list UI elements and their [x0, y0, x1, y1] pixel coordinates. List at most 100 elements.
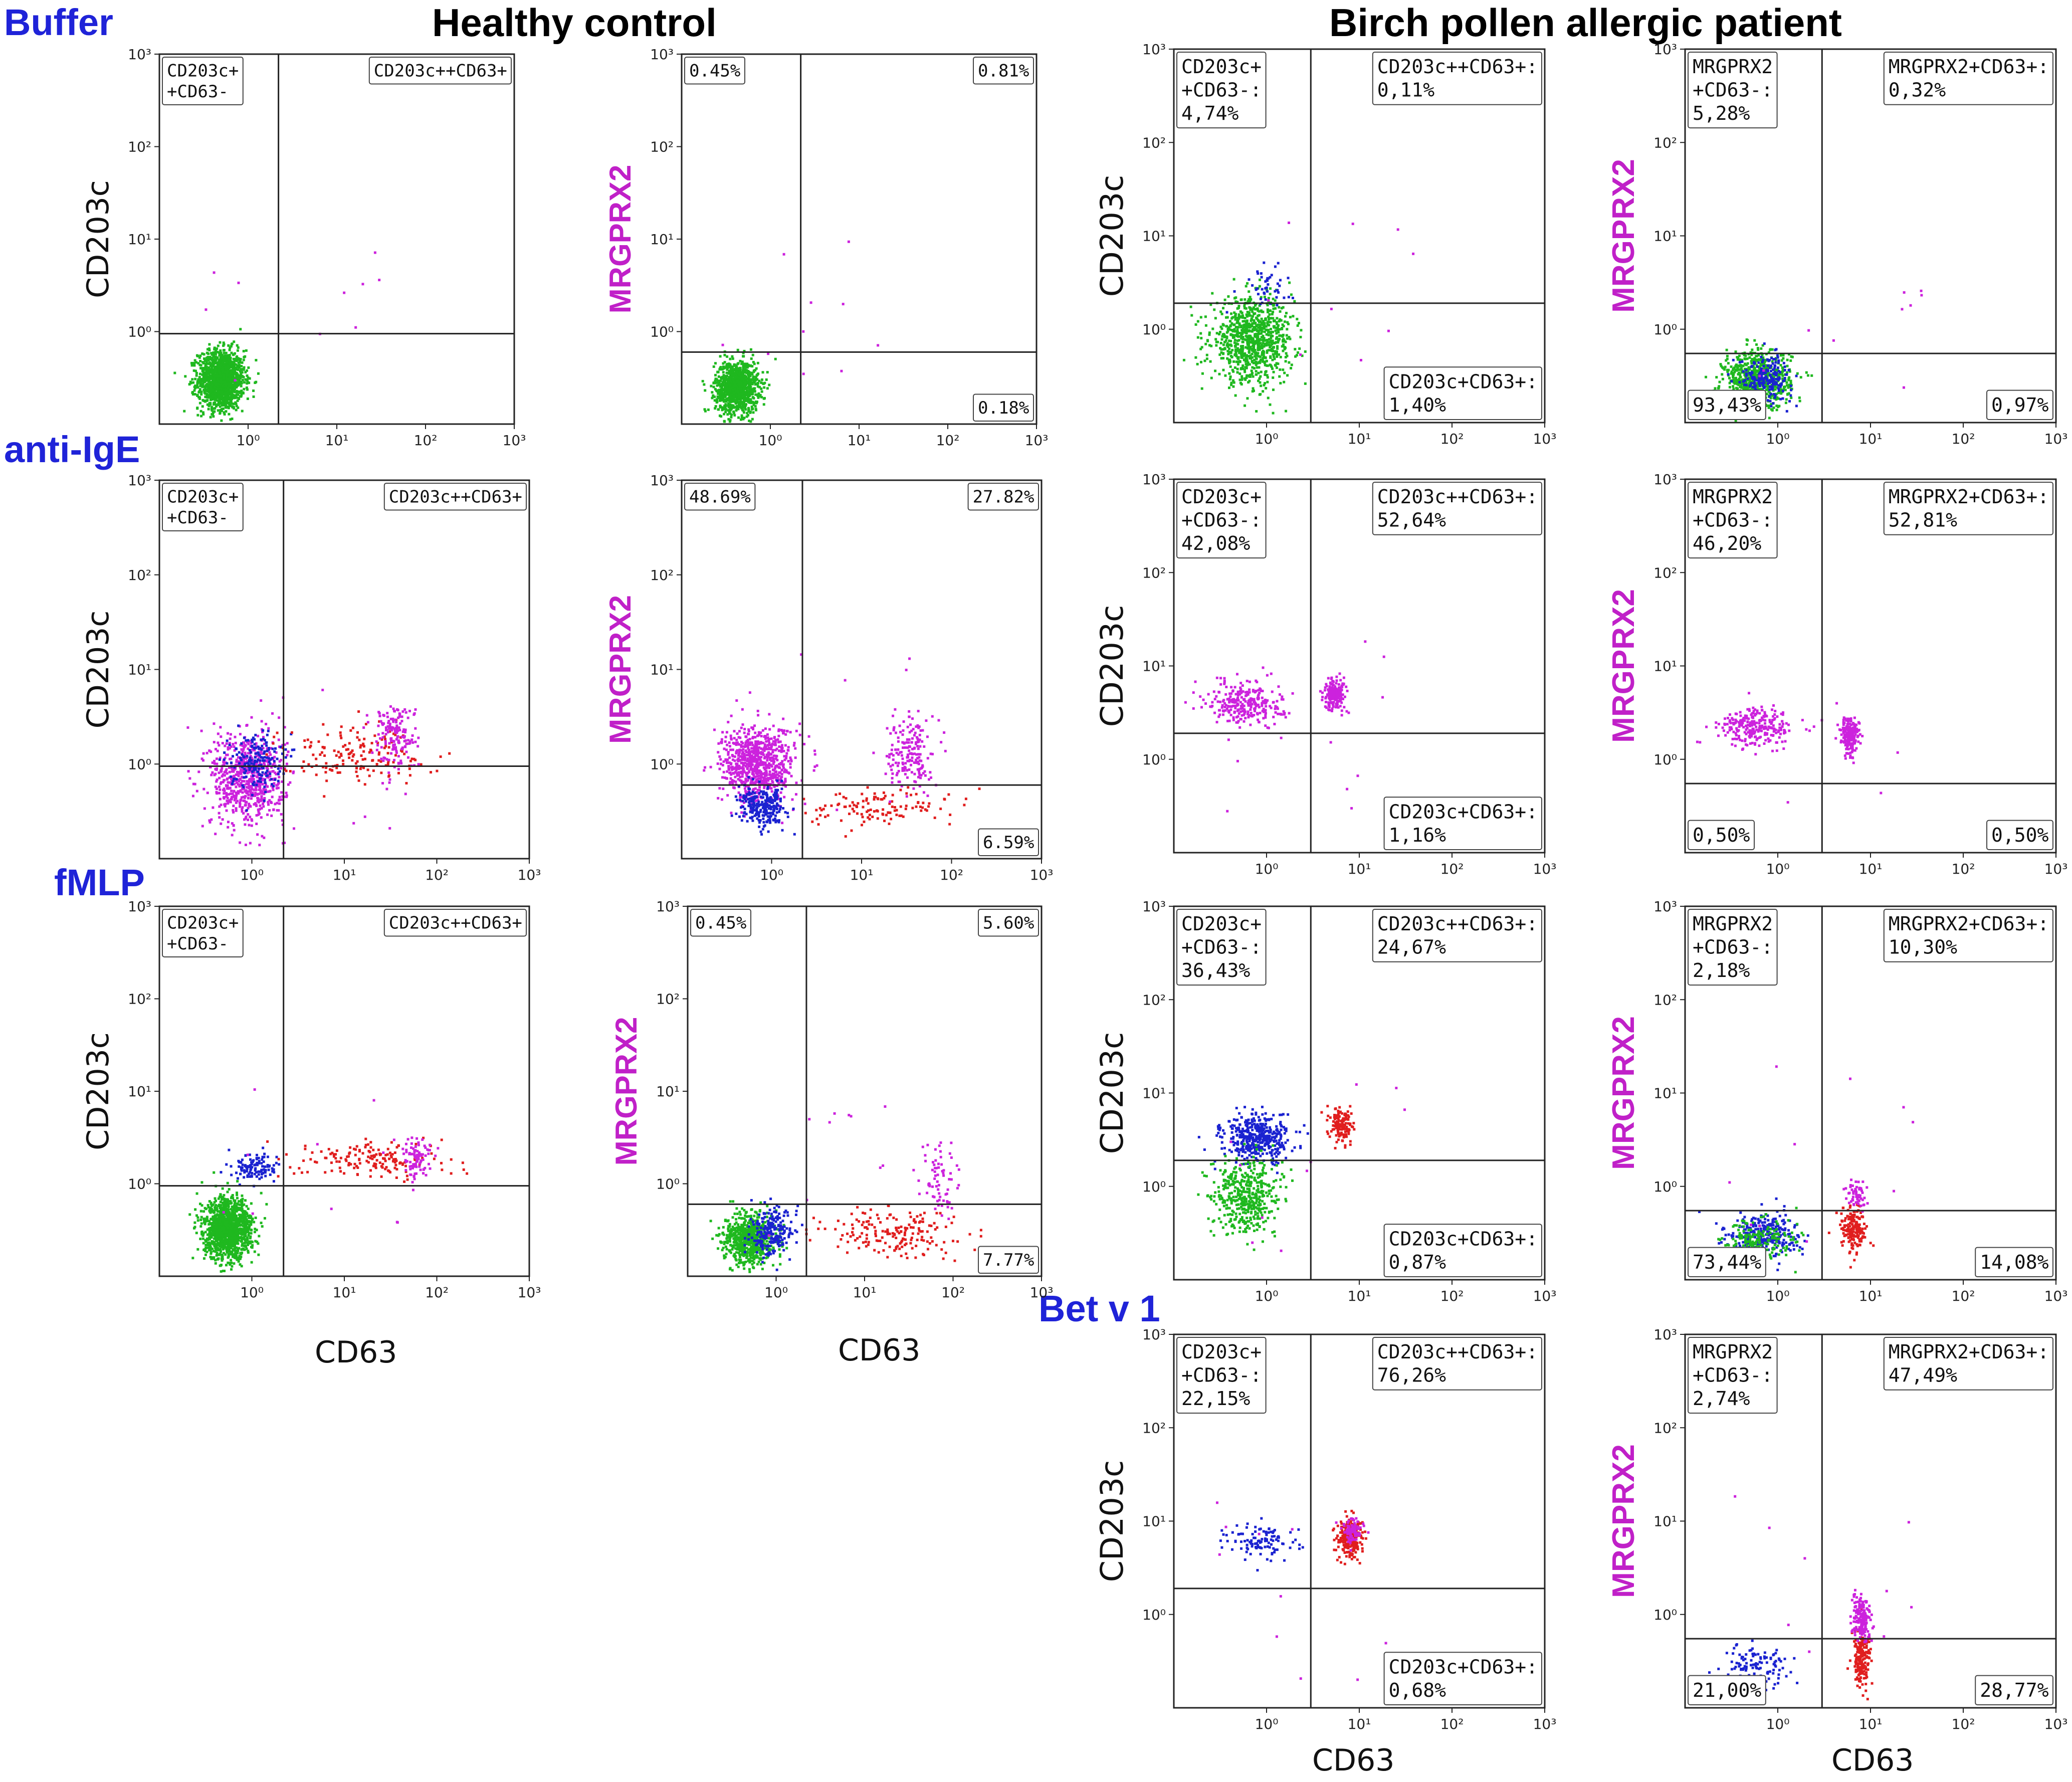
data-point — [1740, 368, 1743, 371]
quadrant-label-text: 0.18% — [978, 398, 1029, 418]
data-point — [239, 328, 242, 331]
data-point — [237, 393, 240, 396]
data-point — [218, 744, 221, 747]
data-point — [247, 366, 250, 369]
data-point — [1749, 373, 1752, 376]
data-point — [220, 392, 223, 395]
data-point — [235, 405, 238, 408]
data-point — [257, 372, 260, 375]
data-point — [1275, 341, 1278, 344]
data-point — [1248, 322, 1251, 325]
data-point — [1257, 348, 1260, 351]
data-point — [723, 384, 726, 387]
data-point — [217, 402, 220, 405]
data-point — [1777, 378, 1780, 381]
data-point — [232, 378, 235, 381]
data-point — [1201, 372, 1204, 375]
data-point — [1777, 361, 1780, 364]
data-point — [213, 271, 216, 274]
data-point — [244, 378, 247, 381]
data-point — [1269, 364, 1272, 367]
data-point — [720, 387, 723, 390]
data-point — [229, 404, 232, 407]
x-tick-label: 10⁰ — [1255, 431, 1279, 447]
data-point — [1221, 352, 1224, 355]
data-point — [723, 395, 726, 398]
data-point — [1264, 373, 1267, 376]
x-axis-label-patient-cd203c: CD63 — [1312, 1743, 1395, 1778]
data-point — [214, 401, 217, 404]
data-point — [731, 357, 734, 360]
data-point — [1248, 306, 1251, 309]
data-point — [219, 382, 222, 385]
data-point — [231, 362, 234, 365]
data-point — [211, 761, 214, 764]
data-point — [725, 400, 728, 403]
data-point — [276, 802, 279, 805]
data-point — [1276, 351, 1279, 354]
data-point — [244, 370, 247, 373]
data-point — [1245, 366, 1248, 369]
data-point — [1237, 326, 1240, 329]
data-point — [201, 373, 204, 376]
data-point — [233, 384, 236, 387]
data-point — [225, 361, 228, 364]
data-point — [732, 405, 735, 408]
data-point — [1783, 368, 1786, 371]
data-point — [212, 351, 215, 354]
data-point — [1211, 327, 1214, 330]
data-point — [204, 377, 207, 380]
data-point — [215, 780, 218, 783]
data-point — [246, 369, 249, 372]
data-point — [1769, 348, 1772, 351]
data-point — [717, 375, 720, 378]
data-point — [212, 392, 215, 395]
data-point — [200, 393, 203, 396]
data-point — [193, 389, 196, 392]
data-point — [190, 361, 193, 364]
data-point — [229, 418, 232, 421]
data-point — [1776, 366, 1779, 369]
data-point — [726, 377, 729, 380]
data-point — [213, 346, 216, 349]
data-point — [277, 809, 280, 812]
data-point — [724, 380, 727, 383]
data-point — [1751, 348, 1754, 351]
data-point — [215, 787, 218, 790]
data-point — [731, 355, 734, 358]
data-point — [226, 405, 229, 408]
data-point — [361, 283, 364, 286]
data-point — [1270, 334, 1273, 337]
data-point — [237, 406, 240, 409]
data-point — [195, 374, 198, 377]
data-point — [718, 379, 721, 382]
x-tick-label: 10³ — [2044, 431, 2068, 447]
data-point — [731, 368, 734, 371]
data-point — [1903, 291, 1906, 294]
data-point — [229, 358, 232, 361]
data-point — [1810, 374, 1813, 377]
data-point — [1290, 293, 1293, 296]
data-point — [219, 411, 222, 414]
data-point — [223, 382, 226, 385]
data-point — [216, 403, 219, 406]
data-point — [1769, 400, 1772, 403]
data-point — [1237, 335, 1240, 338]
data-point — [1772, 358, 1775, 361]
data-point — [240, 368, 243, 371]
data-point — [202, 388, 205, 391]
data-point — [212, 806, 215, 809]
x-tick-label: 10² — [425, 867, 449, 883]
quadrant-label-box — [162, 57, 244, 105]
data-point — [232, 368, 235, 371]
data-point — [219, 395, 222, 398]
quadrant-label-ur: 0.81% — [973, 57, 1034, 85]
data-point — [751, 381, 754, 384]
data-point — [246, 398, 249, 401]
data-point — [211, 385, 214, 388]
data-point — [1209, 360, 1212, 363]
data-point — [1225, 325, 1228, 328]
data-point — [766, 371, 769, 374]
data-point — [229, 383, 232, 386]
